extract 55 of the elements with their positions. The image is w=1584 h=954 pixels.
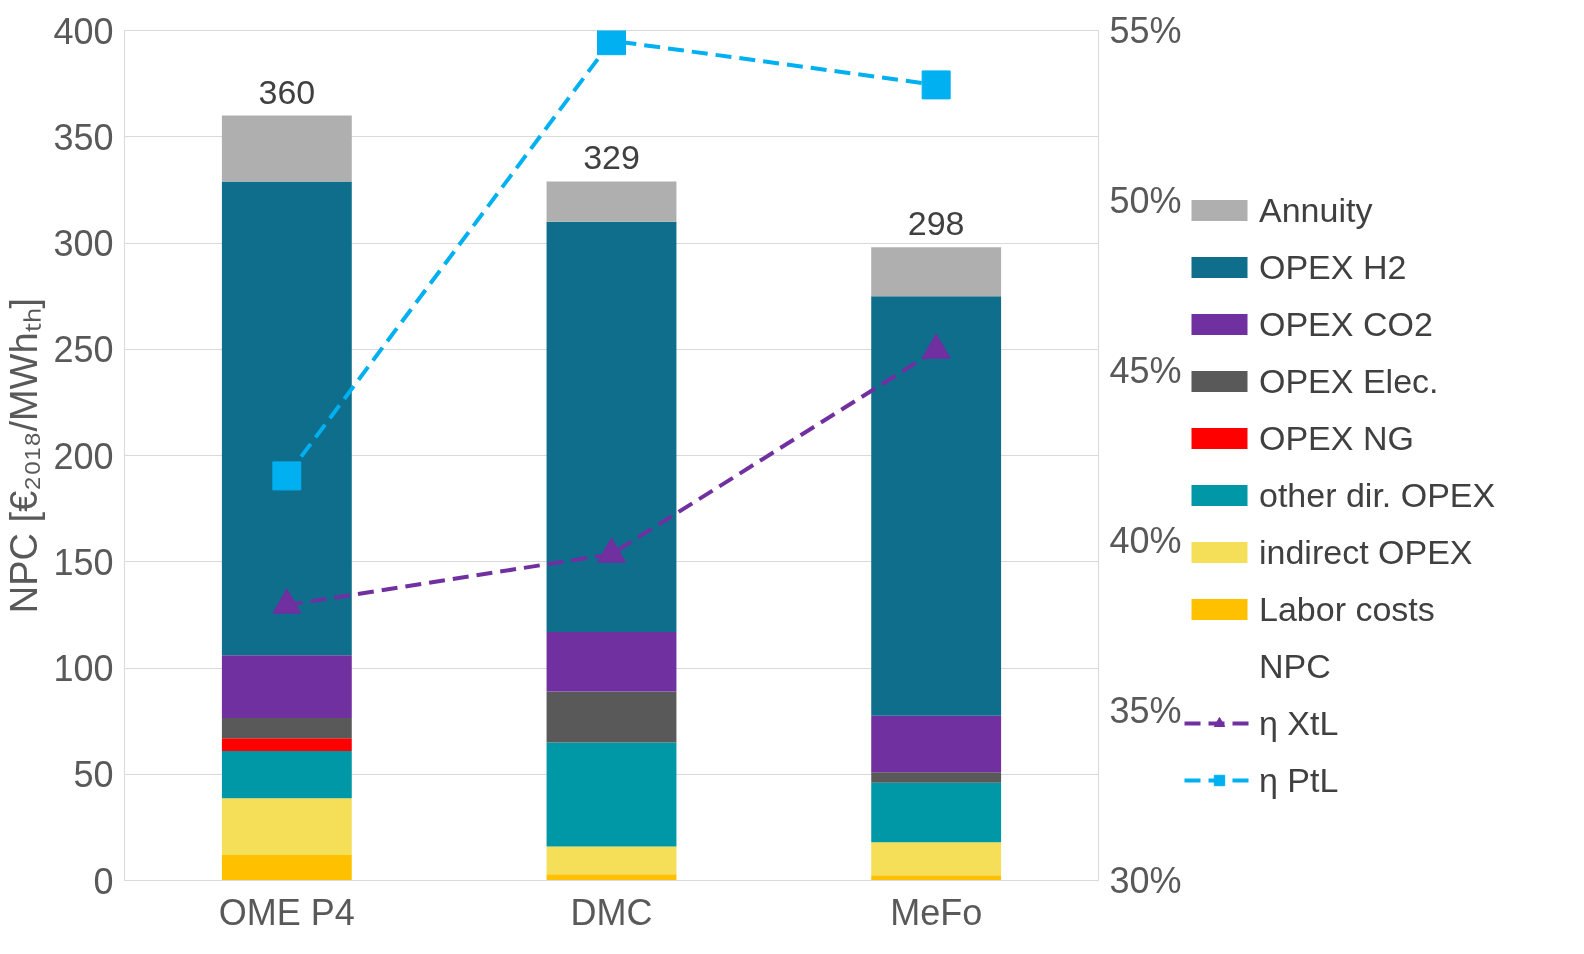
y-tick-label: 350 bbox=[53, 116, 114, 158]
y-tick-label: 400 bbox=[53, 10, 114, 52]
bar bbox=[546, 742, 677, 847]
bar bbox=[546, 846, 677, 875]
y-tick-label: 150 bbox=[53, 541, 114, 583]
bar bbox=[221, 798, 352, 855]
bar bbox=[871, 296, 1002, 716]
bar bbox=[221, 717, 352, 739]
bar bbox=[221, 855, 352, 881]
bar bbox=[221, 115, 352, 182]
y2-tick-label: 35% bbox=[1109, 690, 1182, 731]
y-axis-title: NPC [€₂₀₁₈/MWhₜₕ] bbox=[3, 297, 46, 614]
total-label: 329 bbox=[583, 138, 640, 177]
bar bbox=[871, 772, 1002, 783]
y2-tick-label: 45% bbox=[1109, 350, 1182, 391]
y-tick-label: 250 bbox=[53, 329, 114, 371]
bar bbox=[546, 874, 677, 881]
y-tick-label: 200 bbox=[53, 435, 114, 477]
y-tick-label: 0 bbox=[93, 860, 114, 902]
legend-label: Labor costs bbox=[1259, 589, 1435, 629]
bar bbox=[221, 655, 352, 718]
y2-tick-label: 30% bbox=[1109, 860, 1182, 901]
y2-tick-label: 50% bbox=[1109, 180, 1182, 221]
y-tick-label: 300 bbox=[53, 223, 114, 264]
bar bbox=[221, 738, 352, 751]
bar bbox=[546, 691, 677, 743]
bar bbox=[546, 181, 677, 222]
x-tick-label: MeFo bbox=[890, 891, 983, 933]
legend-label: η XtL bbox=[1259, 703, 1339, 743]
total-label: 298 bbox=[907, 204, 965, 243]
y2-tick-label: 55% bbox=[1109, 10, 1182, 51]
bar bbox=[871, 715, 1002, 773]
text: NPC bbox=[1259, 646, 1331, 686]
legend-label: other dir. OPEX bbox=[1259, 475, 1496, 515]
legend-label: OPEX H2 bbox=[1259, 247, 1407, 287]
legend-label: OPEX Elec. bbox=[1259, 361, 1439, 401]
bar bbox=[221, 750, 352, 799]
legend-label: OPEX NG bbox=[1259, 418, 1414, 458]
legend-label: Annuity bbox=[1259, 190, 1373, 230]
legend-label: OPEX CO2 bbox=[1259, 304, 1433, 344]
bar bbox=[871, 782, 1002, 843]
bar bbox=[871, 875, 1002, 881]
bar bbox=[546, 631, 677, 692]
legend-label: η PtL bbox=[1259, 760, 1339, 800]
x-tick-label: OME P4 bbox=[218, 891, 355, 933]
total-label: 360 bbox=[258, 72, 316, 111]
x-tick-label: DMC bbox=[570, 891, 653, 933]
y2-tick-label: 40% bbox=[1109, 520, 1182, 561]
bar bbox=[871, 247, 1002, 297]
bar bbox=[221, 181, 352, 656]
legend-label: indirect OPEX bbox=[1259, 532, 1473, 572]
y-tick-label: 50 bbox=[73, 754, 114, 796]
bar bbox=[871, 842, 1002, 876]
bar bbox=[546, 221, 677, 632]
y-tick-label: 100 bbox=[53, 648, 114, 689]
